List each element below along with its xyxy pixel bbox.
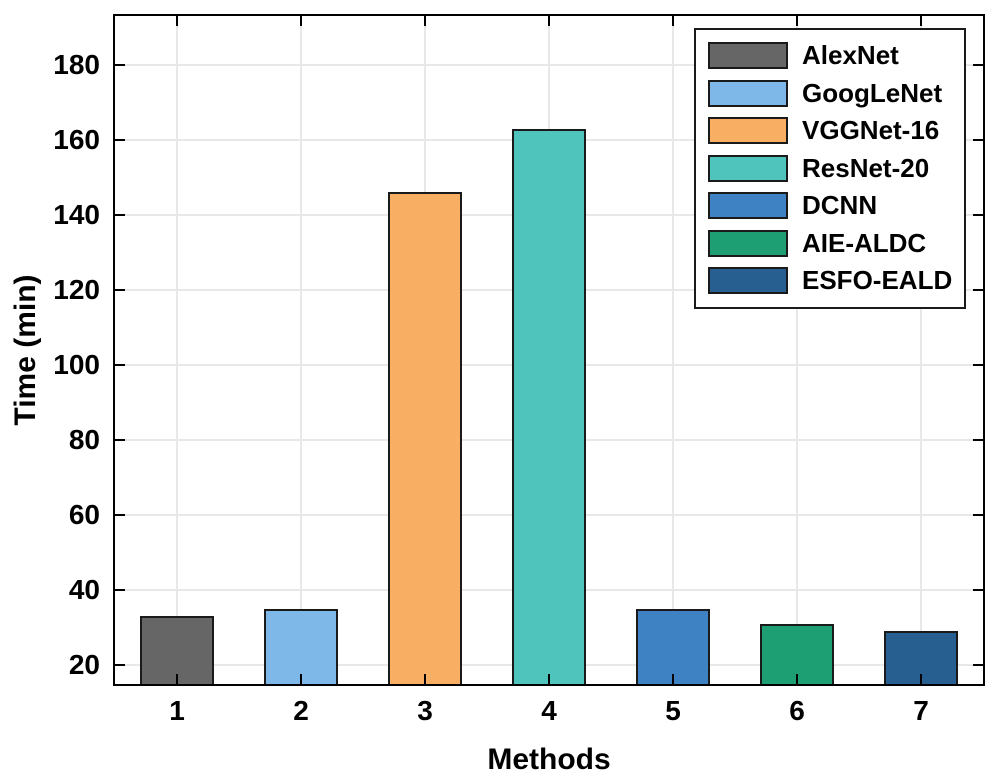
y-tick-label: 20 xyxy=(68,649,100,681)
legend-swatch xyxy=(708,229,788,257)
y-axis-tick-left xyxy=(115,439,125,442)
x-axis-tick-bottom xyxy=(796,674,798,684)
y-axis-tick-left xyxy=(115,213,125,216)
y-axis-tick-right xyxy=(973,63,983,66)
y-axis-tick-right xyxy=(973,439,983,442)
x-axis-label: Methods xyxy=(487,743,611,776)
y-axis-tick-left xyxy=(115,138,125,141)
x-tick-label: 5 xyxy=(665,695,681,726)
y-tick-label: 180 xyxy=(53,48,100,80)
bar-dcnn xyxy=(635,608,711,684)
legend-item: ESFO-EALD xyxy=(696,262,964,300)
legend-label: DCNN xyxy=(802,190,878,221)
x-tick-label: 4 xyxy=(541,695,557,726)
legend-swatch xyxy=(708,79,788,107)
x-axis-tick-top xyxy=(424,16,426,26)
legend-item: GoogLeNet xyxy=(696,75,964,113)
gridline-vertical xyxy=(300,16,302,684)
bar-googlenet xyxy=(263,608,339,684)
x-tick-label: 7 xyxy=(913,695,929,726)
y-axis-tick-right xyxy=(973,364,983,366)
legend-item: DCNN xyxy=(696,187,964,225)
y-tick-label: 160 xyxy=(53,123,100,155)
x-axis-tick-bottom xyxy=(548,674,550,684)
y-tick-label: 40 xyxy=(68,574,100,606)
tick-layer xyxy=(115,16,983,684)
gridline-vertical xyxy=(672,16,674,684)
gridline-vertical xyxy=(920,16,922,684)
legend-swatch xyxy=(708,117,788,145)
legend-swatch xyxy=(708,42,788,70)
legend-swatch xyxy=(708,154,788,182)
legend-item: ResNet-20 xyxy=(696,150,964,188)
y-tick-label: 80 xyxy=(68,424,100,456)
legend-label: AlexNet xyxy=(802,40,899,71)
gridline-vertical xyxy=(796,16,798,684)
legend-item: AIE-ALDC xyxy=(696,225,964,263)
legend-label: ResNet-20 xyxy=(802,152,930,183)
bar-aie-aldc xyxy=(759,623,835,684)
x-axis-tick-top xyxy=(548,16,550,26)
legend-swatch xyxy=(708,267,788,295)
y-tick-label: 60 xyxy=(68,499,100,531)
x-axis-tick-top xyxy=(300,16,302,26)
y-tick-label: 100 xyxy=(53,349,100,380)
y-tick-label: 120 xyxy=(53,273,100,305)
y-axis-tick-left xyxy=(115,664,125,667)
y-axis-tick-left xyxy=(115,63,125,66)
legend-item: VGGNet-16 xyxy=(696,112,964,150)
y-axis-tick-left xyxy=(115,364,125,366)
legend-label: AIE-ALDC xyxy=(802,227,927,258)
legend-item: AlexNet xyxy=(696,37,964,75)
y-axis-tick-left xyxy=(115,589,125,592)
y-axis-tick-left xyxy=(115,288,125,291)
x-axis-tick-bottom xyxy=(176,674,178,684)
y-axis-tick-right xyxy=(973,514,983,517)
x-tick-label: 2 xyxy=(293,695,309,726)
bars-layer xyxy=(115,16,983,684)
y-axis-tick-right xyxy=(973,288,983,291)
bar-vggnet-16 xyxy=(387,192,463,684)
x-axis-tick-top xyxy=(672,16,674,26)
x-axis-tick-bottom xyxy=(920,674,922,684)
x-tick-label: 6 xyxy=(789,695,805,726)
x-tick-label: 1 xyxy=(169,695,185,726)
x-axis-tick-top xyxy=(920,16,922,26)
x-axis-tick-bottom xyxy=(300,674,302,684)
x-axis-tick-bottom xyxy=(424,674,426,684)
legend-label: ESFO-EALD xyxy=(802,265,953,296)
y-axis-tick-right xyxy=(973,664,983,667)
legend-label: VGGNet-16 xyxy=(802,115,940,146)
legend-swatch xyxy=(708,192,788,220)
y-axis-tick-right xyxy=(973,138,983,141)
y-axis-tick-right xyxy=(973,213,983,216)
x-tick-label: 3 xyxy=(417,695,433,726)
y-axis-tick-right xyxy=(973,589,983,592)
bar-resnet-20 xyxy=(511,128,587,684)
x-axis-tick-top xyxy=(796,16,798,26)
y-tick-label: 140 xyxy=(53,198,100,230)
bar-alexnet xyxy=(139,616,215,684)
x-axis-tick-bottom xyxy=(672,674,674,684)
legend-label: GoogLeNet xyxy=(802,77,943,108)
gridline-vertical xyxy=(176,16,178,684)
legend: AlexNet GoogLeNet VGGNet-16 ResNet-20 DCNN AI… xyxy=(694,28,966,309)
x-axis-tick-top xyxy=(176,16,178,26)
y-axis-tick-left xyxy=(115,514,125,517)
